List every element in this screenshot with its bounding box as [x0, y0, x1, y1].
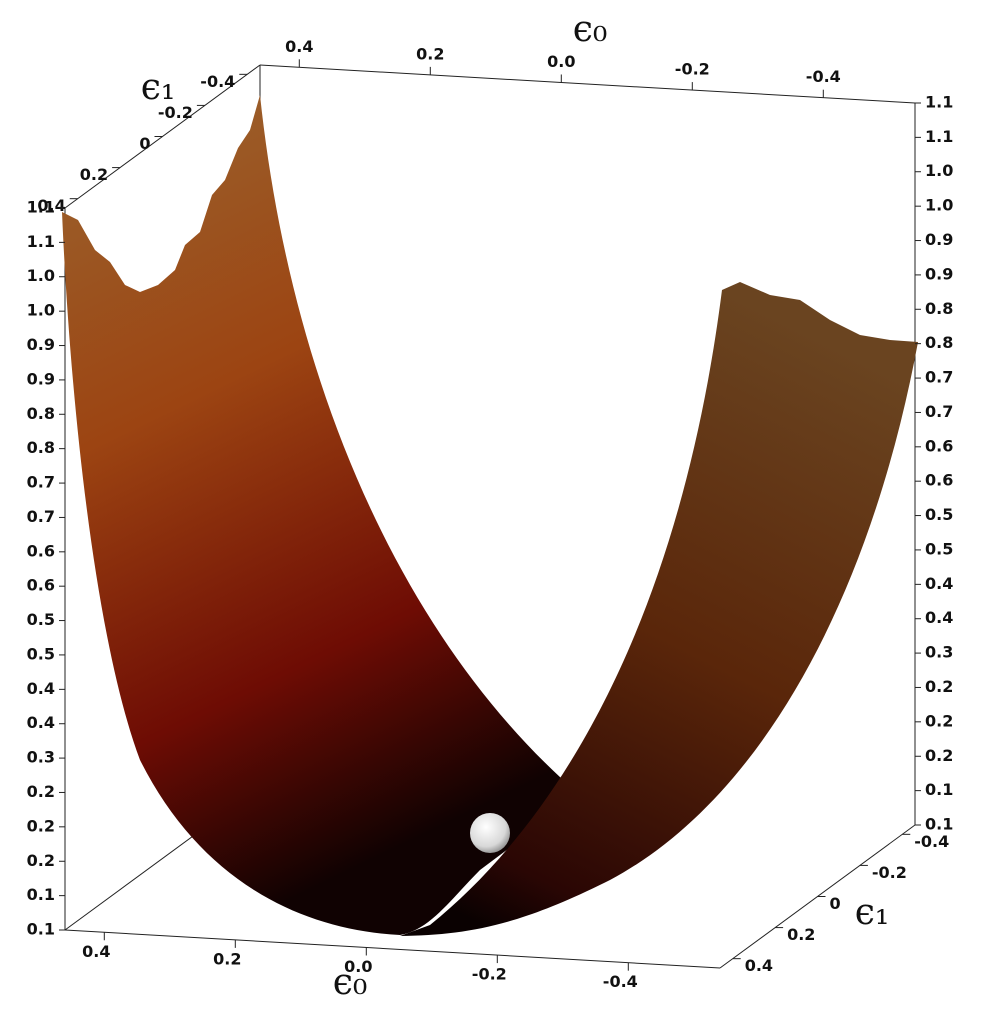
z-tick-label: 0.6: [27, 576, 55, 595]
y-tick-label: 0: [830, 894, 841, 913]
z-tick-label: 1.0: [925, 196, 953, 215]
x-tick-label: -0.4: [806, 67, 841, 86]
z-tick-label: 0.4: [925, 574, 953, 593]
z-tick-label: 0.7: [925, 402, 953, 421]
y-tick-label: 0.2: [787, 925, 815, 944]
z-tick-label: 0.6: [27, 541, 55, 560]
box-edge: [259, 64, 916, 104]
y-tick-label: -0.4: [914, 832, 949, 851]
z-tick-label: 0.1: [27, 885, 55, 904]
y-tick-label: -0.2: [158, 103, 193, 122]
z-tick-label: 0.9: [925, 264, 953, 283]
y-tick-label: -0.2: [872, 863, 907, 882]
y-axis-title: ϵ₁: [141, 67, 176, 108]
z-tick-label: 0.2: [27, 851, 55, 870]
z-tick-label: 0.8: [27, 404, 55, 423]
x-tick-label: 0.0: [547, 52, 575, 71]
box-edge: [64, 929, 721, 969]
z-tick-label: 0.8: [925, 333, 953, 352]
z-tick-label: 0.2: [925, 677, 953, 696]
z-tick-label: 0.2: [27, 816, 55, 835]
z-tick-label: 0.5: [27, 644, 55, 663]
z-tick-label: 0.4: [27, 713, 55, 732]
x-tick-label: 0.2: [213, 949, 241, 968]
x-tick-label: 0.0: [344, 957, 372, 976]
x-tick-label: 0.2: [416, 44, 444, 63]
z-tick-label: 0.6: [925, 436, 953, 455]
x-axis-title: ϵ₀: [333, 962, 368, 1003]
surface-right: [400, 282, 918, 936]
minimum-marker: [470, 813, 510, 853]
y-tick-label: 0.4: [37, 196, 65, 215]
z-tick-label: 1.1: [925, 127, 953, 146]
y-tick-label: 0.4: [745, 956, 773, 975]
z-tick-label: 0.4: [925, 608, 953, 627]
z-tick-label: 0.2: [925, 746, 953, 765]
z-tick-label: 1.1: [27, 198, 55, 217]
z-tick-label: 1.0: [27, 266, 55, 285]
x-tick-label: 0.4: [285, 37, 313, 56]
z-tick-label: 1.1: [925, 93, 953, 112]
z-tick-label: 0.5: [925, 539, 953, 558]
x-tick-label: 0.4: [82, 942, 110, 961]
z-tick-label: 0.5: [925, 505, 953, 524]
z-tick-label: 0.4: [27, 679, 55, 698]
z-tick-label: 0.1: [27, 920, 55, 939]
z-tick-label: 0.1: [925, 780, 953, 799]
y-tick-label: 0: [139, 134, 150, 153]
z-tick-label: 0.2: [925, 711, 953, 730]
x-tick-label: -0.2: [472, 965, 507, 984]
y-tick-label: 0.2: [80, 165, 108, 184]
z-tick-label: 0.9: [925, 230, 953, 249]
z-tick-label: 0.3: [27, 748, 55, 767]
z-tick-label: 1.0: [925, 161, 953, 180]
z-tick-label: 1.1: [27, 232, 55, 251]
z-tick-label: 0.3: [925, 643, 953, 662]
y-axis-title: ϵ₁: [855, 892, 890, 933]
z-tick-label: 0.9: [27, 369, 55, 388]
z-tick-label: 0.6: [925, 471, 953, 490]
z-tick-label: 0.7: [27, 473, 55, 492]
z-tick-label: 0.2: [27, 782, 55, 801]
z-tick-label: 0.8: [925, 299, 953, 318]
z-tick-label: 1.0: [27, 301, 55, 320]
x-axis-title: ϵ₀: [573, 9, 608, 50]
surface-left: [62, 95, 580, 935]
y-tick-label: -0.4: [200, 72, 235, 91]
z-tick-label: 0.7: [27, 507, 55, 526]
z-tick-label: 0.9: [27, 335, 55, 354]
z-tick-label: 0.8: [27, 438, 55, 457]
z-tick-label: 0.1: [925, 815, 953, 834]
z-tick-label: 0.5: [27, 610, 55, 629]
x-tick-label: -0.4: [603, 972, 638, 991]
z-tick-label: 0.7: [925, 368, 953, 387]
x-tick-label: -0.2: [675, 60, 710, 79]
